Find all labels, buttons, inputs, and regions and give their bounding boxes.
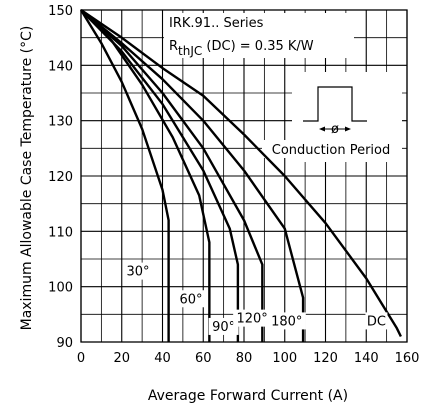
curve-label-background	[233, 309, 272, 327]
series-line	[79, 9, 170, 342]
chart-title: IRK.91.. Series	[169, 16, 264, 31]
x-tick-label: 120	[313, 351, 338, 366]
curve-label: 90°	[212, 320, 235, 335]
y-tick-label: 140	[48, 59, 73, 74]
inset-label: Conduction Period	[272, 143, 390, 158]
tick-labels: 0 20 40 60 80 100 120 140 160 90 100 110 120 130 140 15…	[48, 4, 419, 366]
subtitle-prefix: R	[169, 39, 178, 54]
title-background	[164, 13, 354, 58]
inset-phi-symbol: ø	[331, 122, 339, 137]
x-tick-label: 80	[236, 351, 253, 366]
series-line	[80, 9, 305, 342]
x-axis-label: Average Forward Current (A)	[148, 388, 348, 404]
series-line	[80, 9, 240, 342]
y-tick-label: 130	[48, 115, 73, 130]
curve-labels: 30° 60° 90°120° 180° DC	[123, 262, 388, 335]
x-tick-label: 100	[272, 351, 297, 366]
y-tick-label: 100	[48, 281, 73, 296]
curve-label-background	[267, 312, 306, 330]
series-line	[80, 9, 402, 337]
subtitle-subscript: thJC	[178, 44, 202, 58]
conduction-inset: ø Conduction Period	[262, 72, 402, 162]
inset-label-background	[262, 140, 400, 158]
x-tick-label: 160	[395, 351, 420, 366]
curve-label-background	[365, 312, 388, 330]
curve-label-background	[176, 290, 207, 308]
inset-arrow-right	[345, 126, 351, 132]
curve-label: 180°	[271, 314, 302, 329]
subtitle-suffix: (DC) = 0.35 K/W	[202, 39, 314, 54]
y-tick-label: 110	[48, 225, 73, 240]
x-tick-label: 40	[154, 351, 171, 366]
inset-pulse	[303, 86, 367, 122]
inset-arrow-left	[319, 126, 325, 132]
curve-label: DC	[367, 314, 386, 329]
curve-label: 60°	[180, 292, 203, 307]
y-tick-label: 120	[48, 170, 73, 185]
curve-label-background	[208, 317, 239, 335]
curve-label-background	[123, 262, 154, 280]
series-line	[80, 9, 264, 342]
grid	[80, 9, 408, 343]
x-tick-label: 20	[113, 351, 130, 366]
y-axis-label: Maximum Allowable Case Temperature (°C)	[19, 26, 35, 331]
curve-label: 30°	[127, 265, 150, 280]
y-tick-label: 150	[48, 4, 73, 19]
curves	[79, 9, 402, 342]
plot-frame	[80, 9, 408, 343]
x-tick-label: 0	[77, 351, 85, 366]
y-tick-label: 90	[56, 336, 73, 351]
chart-subtitle: RthJC (DC) = 0.35 K/W	[169, 39, 314, 58]
x-tick-label: 60	[195, 351, 212, 366]
x-tick-label: 140	[354, 351, 379, 366]
curve-label: 120°	[236, 312, 267, 327]
